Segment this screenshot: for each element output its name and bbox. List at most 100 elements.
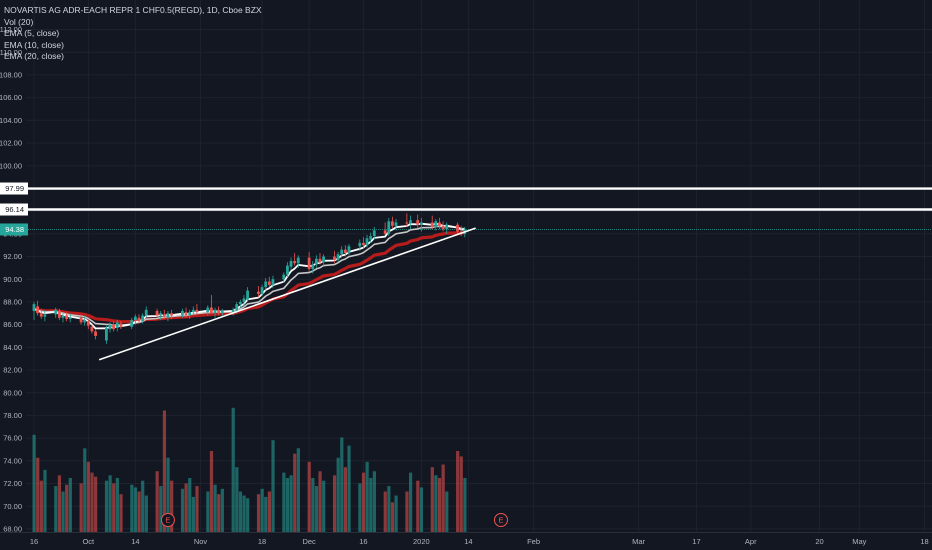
price-tick-label: 84.00: [3, 343, 22, 352]
time-axis-bg: [0, 532, 932, 550]
time-tick-label: Mar: [632, 537, 645, 546]
volume-bar: [184, 483, 188, 532]
candle-body: [307, 257, 311, 269]
time-tick-label: Apr: [745, 537, 757, 546]
legend-vol[interactable]: Vol (20): [4, 16, 34, 27]
volume-bar: [437, 478, 442, 532]
volume-bar: [32, 434, 36, 532]
volume-bar: [296, 448, 300, 532]
volume-bar: [445, 491, 449, 532]
candle-body: [289, 261, 293, 267]
candle-body: [445, 224, 449, 230]
time-tick-label: May: [852, 537, 866, 546]
volume-bar: [137, 491, 141, 532]
volume-bar: [180, 488, 185, 532]
price-tick-label: 104.00: [0, 116, 22, 125]
candle-body: [68, 317, 72, 319]
candle-body: [322, 256, 325, 263]
time-tick-label: 18: [920, 537, 928, 546]
volume-bar: [430, 467, 434, 532]
price-tag-label: 96.14: [5, 205, 24, 214]
candle-body: [144, 309, 148, 316]
volume-bar: [83, 448, 87, 532]
price-axis[interactable]: 112.00 110.00 108.00 106.00 104.00 102.00 100.…: [0, 0, 26, 534]
volume-bar: [238, 491, 243, 532]
candle-body: [314, 258, 318, 265]
candle-body: [434, 221, 438, 227]
volume-bar: [347, 445, 351, 532]
volume-bar: [307, 461, 311, 532]
candle-body: [195, 309, 199, 313]
earnings-marker-label: E: [498, 516, 503, 525]
candle-body: [271, 279, 275, 285]
candle-body: [293, 261, 297, 264]
volume-bar: [405, 491, 409, 532]
candle-body: [115, 322, 119, 329]
time-tick-label: 20: [815, 537, 823, 546]
price-tick-label: 74.00: [3, 456, 22, 465]
volume-bar: [206, 491, 210, 532]
time-tick-label: 18: [258, 537, 266, 546]
candle-body: [336, 254, 340, 260]
candle-body: [264, 281, 268, 288]
volume-bar: [235, 467, 239, 532]
candle-body: [438, 222, 441, 226]
candle-body: [231, 309, 235, 313]
price-tick-label: 100.00: [0, 161, 22, 170]
candle-body: [257, 291, 260, 294]
candle-body: [83, 320, 87, 323]
candle-body: [365, 238, 369, 246]
volume-bar: [372, 471, 376, 532]
candle-body: [242, 298, 246, 302]
price-tick-label: 110.00: [0, 48, 22, 57]
time-tick-label: 2020: [413, 537, 430, 546]
ema-20-line: [33, 231, 465, 324]
legend-ema5[interactable]: EMA (5, close): [4, 28, 60, 38]
price-tags: 97.99 96.14 94.38: [0, 182, 28, 236]
candle-body: [188, 312, 192, 316]
volume-bar: [104, 480, 109, 532]
candle-body: [206, 307, 210, 313]
volume-bar: [65, 484, 69, 532]
volume-bar: [456, 451, 460, 532]
volume-bar: [166, 457, 170, 532]
price-tick-label: 68.00: [3, 525, 22, 534]
candle-body: [362, 242, 365, 246]
horizontal-lines[interactable]: [26, 187, 932, 230]
legend-ema20[interactable]: EMA (20, close): [4, 51, 64, 61]
candle-body: [246, 290, 249, 300]
price-tick-label: 80.00: [3, 388, 22, 397]
volume-bar: [115, 478, 119, 532]
volume-bar: [195, 486, 199, 532]
last-price-tag-bg: [0, 223, 28, 236]
candle-body: [79, 317, 83, 323]
volume-bar: [170, 480, 174, 532]
candle-body: [209, 307, 213, 314]
volume-bar: [155, 471, 159, 532]
time-tick-label: 14: [464, 537, 472, 546]
volume-bar: [112, 483, 116, 532]
candle-body: [39, 313, 43, 317]
candle-body: [43, 314, 47, 317]
time-tick-label: 16: [30, 537, 38, 546]
chart-legend: NOVARTIS AG ADR-EACH REPR 1 CHF0.5(REGD)…: [4, 5, 262, 63]
candle-body: [372, 230, 376, 237]
trendline[interactable]: [98, 227, 476, 361]
legend-ema10[interactable]: EMA (10, close): [4, 39, 64, 50]
volume-bar: [119, 494, 123, 532]
volume-bar: [289, 475, 293, 532]
earnings-marker-label: E: [165, 516, 170, 525]
time-tick-label: 17: [692, 537, 700, 546]
candle-body: [383, 230, 387, 234]
candle-body: [65, 315, 68, 319]
volume-bar: [293, 453, 297, 532]
time-axis[interactable]: 16 Oct 14 Nov 18 Dec 16 2020 14 Feb Mar 17 Apr 20 May 1…: [0, 532, 932, 550]
symbol-title[interactable]: NOVARTIS AG ADR-EACH REPR 1 CHF0.5(REGD)…: [4, 5, 262, 15]
candle-body: [217, 309, 221, 314]
candle-body: [155, 310, 159, 316]
volume-bar: [61, 491, 65, 532]
volume-bar: [162, 410, 167, 532]
